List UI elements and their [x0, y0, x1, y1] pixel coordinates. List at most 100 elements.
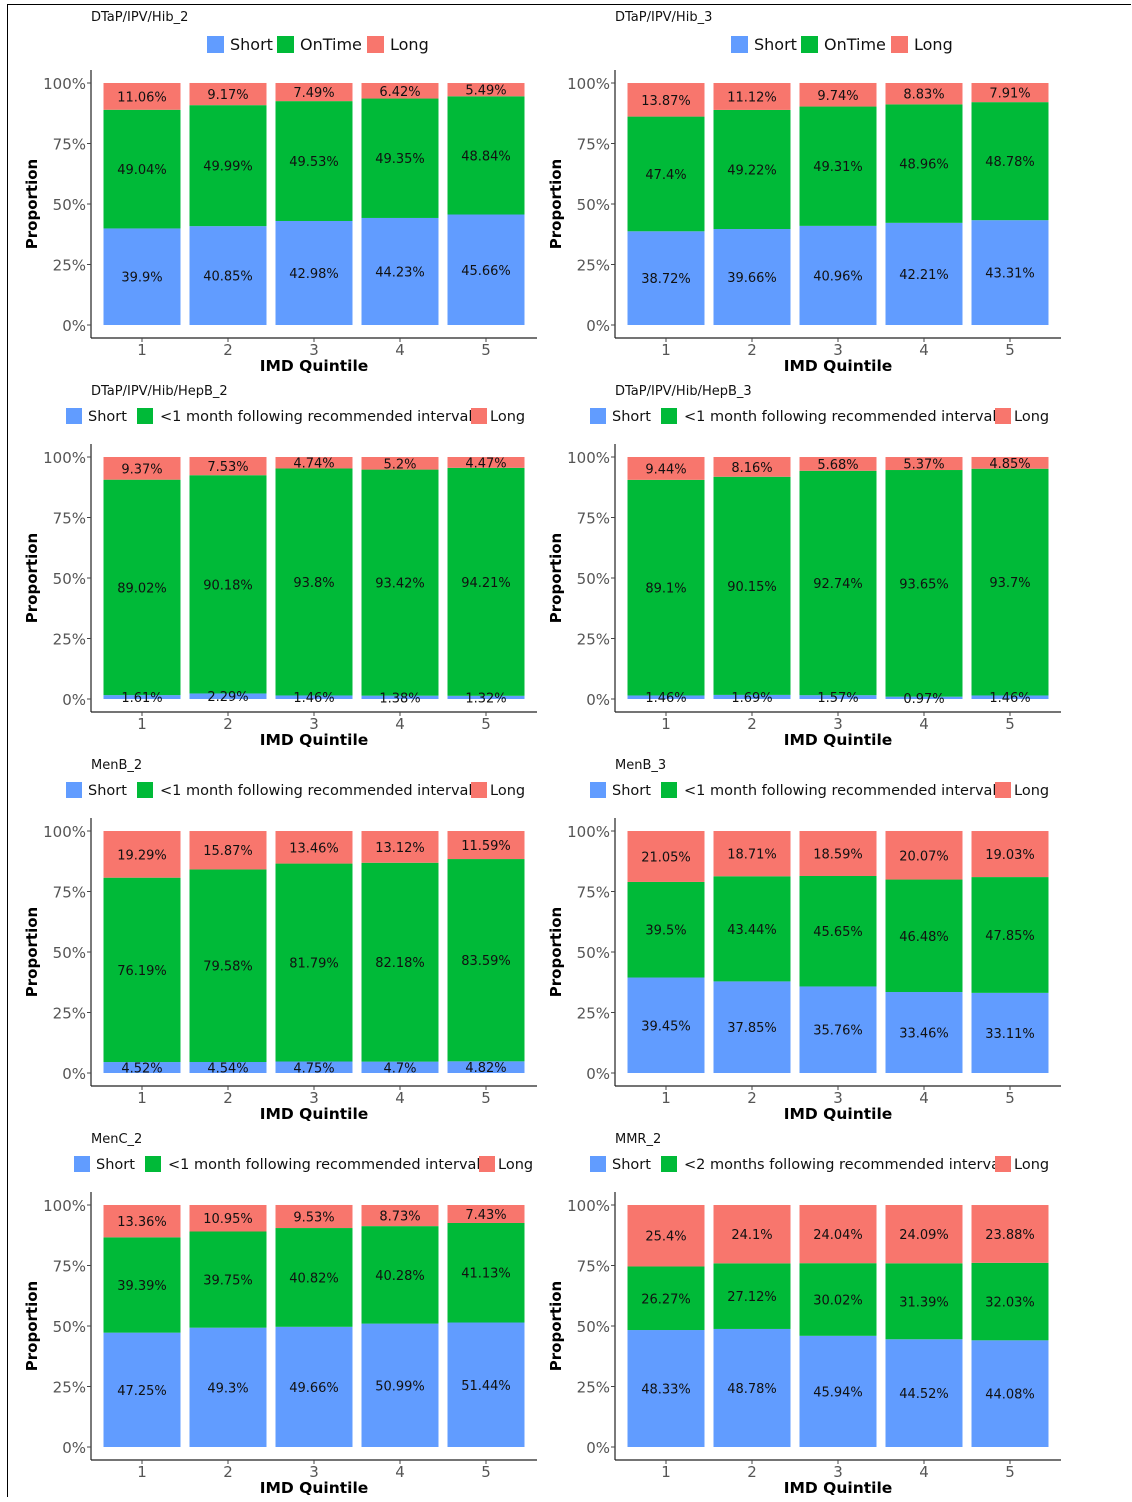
bar-segment — [189, 1231, 267, 1328]
bar-segment — [713, 831, 791, 877]
legend-key-2 — [367, 36, 384, 53]
x-axis: 1 2 3 4 5 IMD Quintile — [615, 1459, 1061, 1497]
data-label: 2.29% — [207, 690, 248, 705]
x-axis: 1 2 3 4 5 IMD Quintile — [615, 1085, 1061, 1123]
legend: Short <1 month following recommended inte… — [66, 408, 525, 425]
data-label: 93.8% — [293, 576, 334, 591]
x-axis: 1 2 3 4 5 IMD Quintile — [615, 337, 1061, 375]
data-label: 4.75% — [293, 1061, 334, 1076]
x-tick-label: 4 — [395, 715, 405, 733]
x-tick-label: 2 — [747, 341, 757, 359]
y-tick-label: 50% — [53, 944, 86, 962]
bar-segment — [885, 696, 963, 699]
bars — [627, 1205, 1049, 1447]
data-label: 40.82% — [289, 1271, 339, 1286]
bar-segment — [971, 1205, 1049, 1263]
bar-segment — [971, 220, 1049, 325]
data-label: 8.83% — [903, 88, 944, 103]
bar-segment — [447, 83, 525, 97]
data-label: 39.66% — [727, 271, 777, 286]
y-tick-label: 25% — [577, 257, 610, 275]
bar-segment — [971, 456, 1049, 469]
data-label: 35.76% — [813, 1024, 863, 1039]
data-label: 1.46% — [989, 691, 1030, 706]
legend: Short <2 months following recommended int… — [590, 1156, 1049, 1173]
y-tick-label: 25% — [53, 257, 86, 275]
legend-key-1 — [661, 782, 677, 798]
bar-segment — [361, 1323, 439, 1447]
chart-panel-5: MenB_2 Short <1 month following recommende… — [23, 758, 537, 1123]
data-label: 8.16% — [731, 461, 772, 476]
data-labels: 39.9% 49.04% 11.06% 40.85% 49.99% 9.17% 42.98%… — [117, 84, 511, 286]
data-label: 49.04% — [117, 163, 167, 178]
legend-label-2: Long — [1014, 409, 1049, 425]
bar-segment — [971, 877, 1049, 993]
legend-label-2: Long — [498, 1157, 533, 1173]
legend-label-1: <1 month following recommended interval — [160, 783, 472, 799]
x-tick-label: 2 — [747, 1463, 757, 1481]
x-tick-label: 4 — [919, 341, 929, 359]
x-axis-title: IMD Quintile — [784, 1479, 893, 1497]
bar-segment — [713, 694, 791, 699]
data-label: 33.46% — [899, 1027, 949, 1042]
data-label: 81.79% — [289, 957, 339, 972]
data-label: 42.21% — [899, 268, 949, 283]
legend-key-2 — [891, 36, 908, 53]
data-label: 1.69% — [731, 691, 772, 706]
legend-key-1 — [137, 408, 153, 424]
y-axis: 0% 25% 50% 75% 100% Proportion — [23, 1192, 92, 1460]
data-label: 4.82% — [465, 1061, 506, 1076]
bar-segment — [885, 104, 963, 223]
x-tick-label: 2 — [223, 715, 233, 733]
data-label: 44.23% — [375, 265, 425, 280]
y-tick-label: 25% — [53, 1379, 86, 1397]
bar-segment — [885, 1263, 963, 1340]
bar-segment — [103, 1205, 181, 1238]
bar-segment — [189, 226, 267, 325]
y-axis: 0% 25% 50% 75% 100% Proportion — [547, 70, 616, 338]
bar-segment — [103, 457, 181, 480]
bar-segment — [361, 831, 439, 863]
bar-segment — [627, 695, 705, 699]
bar-segment — [447, 96, 525, 215]
x-tick-label: 5 — [481, 1463, 491, 1481]
data-label: 24.1% — [731, 1228, 772, 1243]
bars — [627, 830, 1049, 1073]
data-label: 38.72% — [641, 272, 691, 287]
data-label: 1.46% — [645, 691, 686, 706]
x-tick-label: 3 — [833, 341, 843, 359]
data-label: 11.06% — [117, 90, 167, 105]
x-axis: 1 2 3 4 5 IMD Quintile — [91, 337, 537, 375]
x-tick-label: 5 — [1005, 715, 1015, 733]
legend-key-0 — [207, 36, 224, 53]
bar-segment — [361, 862, 439, 1062]
x-axis: 1 2 3 4 5 IMD Quintile — [91, 1459, 537, 1497]
data-label: 90.15% — [727, 580, 777, 595]
y-tick-label: 75% — [53, 1258, 86, 1276]
legend-key-0 — [590, 1156, 606, 1172]
data-label: 21.05% — [641, 850, 691, 865]
chart-title: MMR_2 — [615, 1132, 661, 1147]
x-tick-label: 4 — [395, 1089, 405, 1107]
data-label: 48.78% — [985, 155, 1035, 170]
chart-panel-7: MenC_2 Short <1 month following recommende… — [23, 1132, 537, 1497]
bar-segment — [189, 82, 267, 106]
data-label: 1.57% — [817, 691, 858, 706]
data-label: 13.87% — [641, 94, 691, 109]
x-tick-label: 4 — [919, 715, 929, 733]
x-tick-label: 1 — [137, 1089, 147, 1107]
legend-label-2: Long — [914, 35, 953, 54]
y-axis: 0% 25% 50% 75% 100% Proportion — [547, 444, 616, 712]
data-label: 11.59% — [461, 839, 511, 854]
y-tick-label: 75% — [577, 510, 610, 528]
y-tick-label: 0% — [586, 1065, 610, 1083]
bar-segment — [627, 83, 705, 117]
data-label: 13.12% — [375, 841, 425, 856]
data-label: 13.46% — [289, 841, 339, 856]
y-tick-label: 25% — [53, 631, 86, 649]
x-axis-title: IMD Quintile — [260, 1105, 369, 1123]
bar-segment — [447, 1205, 525, 1223]
bar-segment — [189, 1205, 267, 1232]
bar-segment — [275, 1326, 353, 1447]
bar-segment — [361, 1226, 439, 1324]
